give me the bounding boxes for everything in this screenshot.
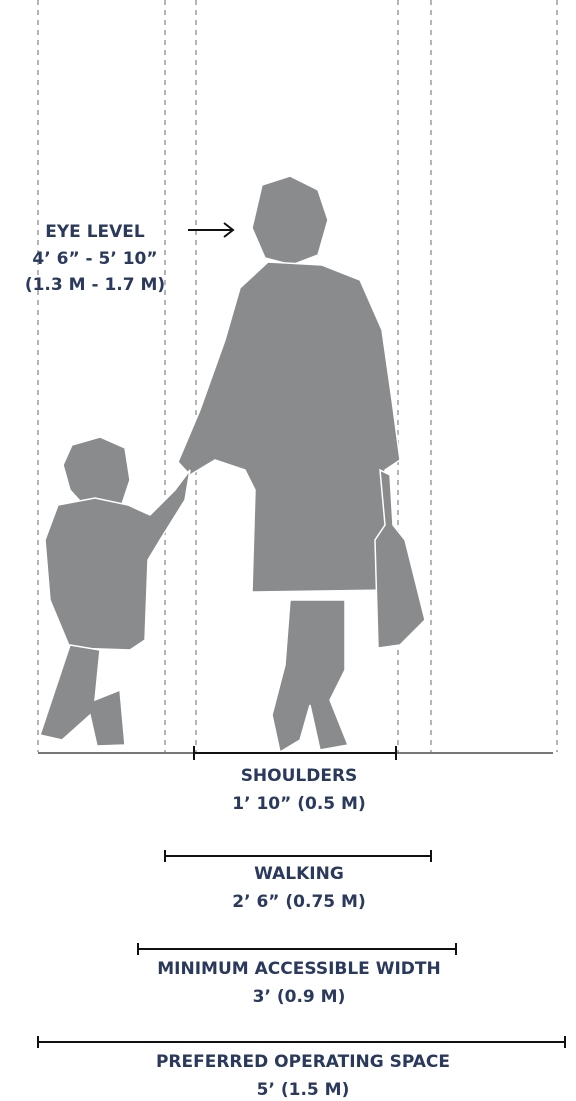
dimension-title: WALKING [254, 864, 344, 884]
dimension-value: 1’ 10” (0.5 M) [232, 794, 365, 814]
eye-level-imperial: 4’ 6” - 5’ 10” [32, 249, 157, 269]
dimension-value: 3’ (0.9 M) [253, 987, 346, 1007]
diagram: EYE LEVEL 4’ 6” - 5’ 10” (1.3 M - 1.7 M)… [0, 0, 576, 1101]
dimension-value: 5’ (1.5 M) [257, 1080, 350, 1100]
eye-level-arrow [188, 223, 233, 237]
adult-silhouette [178, 176, 425, 752]
eye-level-title: EYE LEVEL [45, 222, 145, 242]
child-silhouette [40, 437, 190, 746]
dimension-title: PREFERRED OPERATING SPACE [156, 1052, 450, 1072]
eye-level-metric: (1.3 M - 1.7 M) [25, 275, 165, 295]
dimension-title: MINIMUM ACCESSIBLE WIDTH [157, 959, 440, 979]
dimension-value: 2’ 6” (0.75 M) [232, 892, 365, 912]
dimension-title: SHOULDERS [241, 766, 358, 786]
